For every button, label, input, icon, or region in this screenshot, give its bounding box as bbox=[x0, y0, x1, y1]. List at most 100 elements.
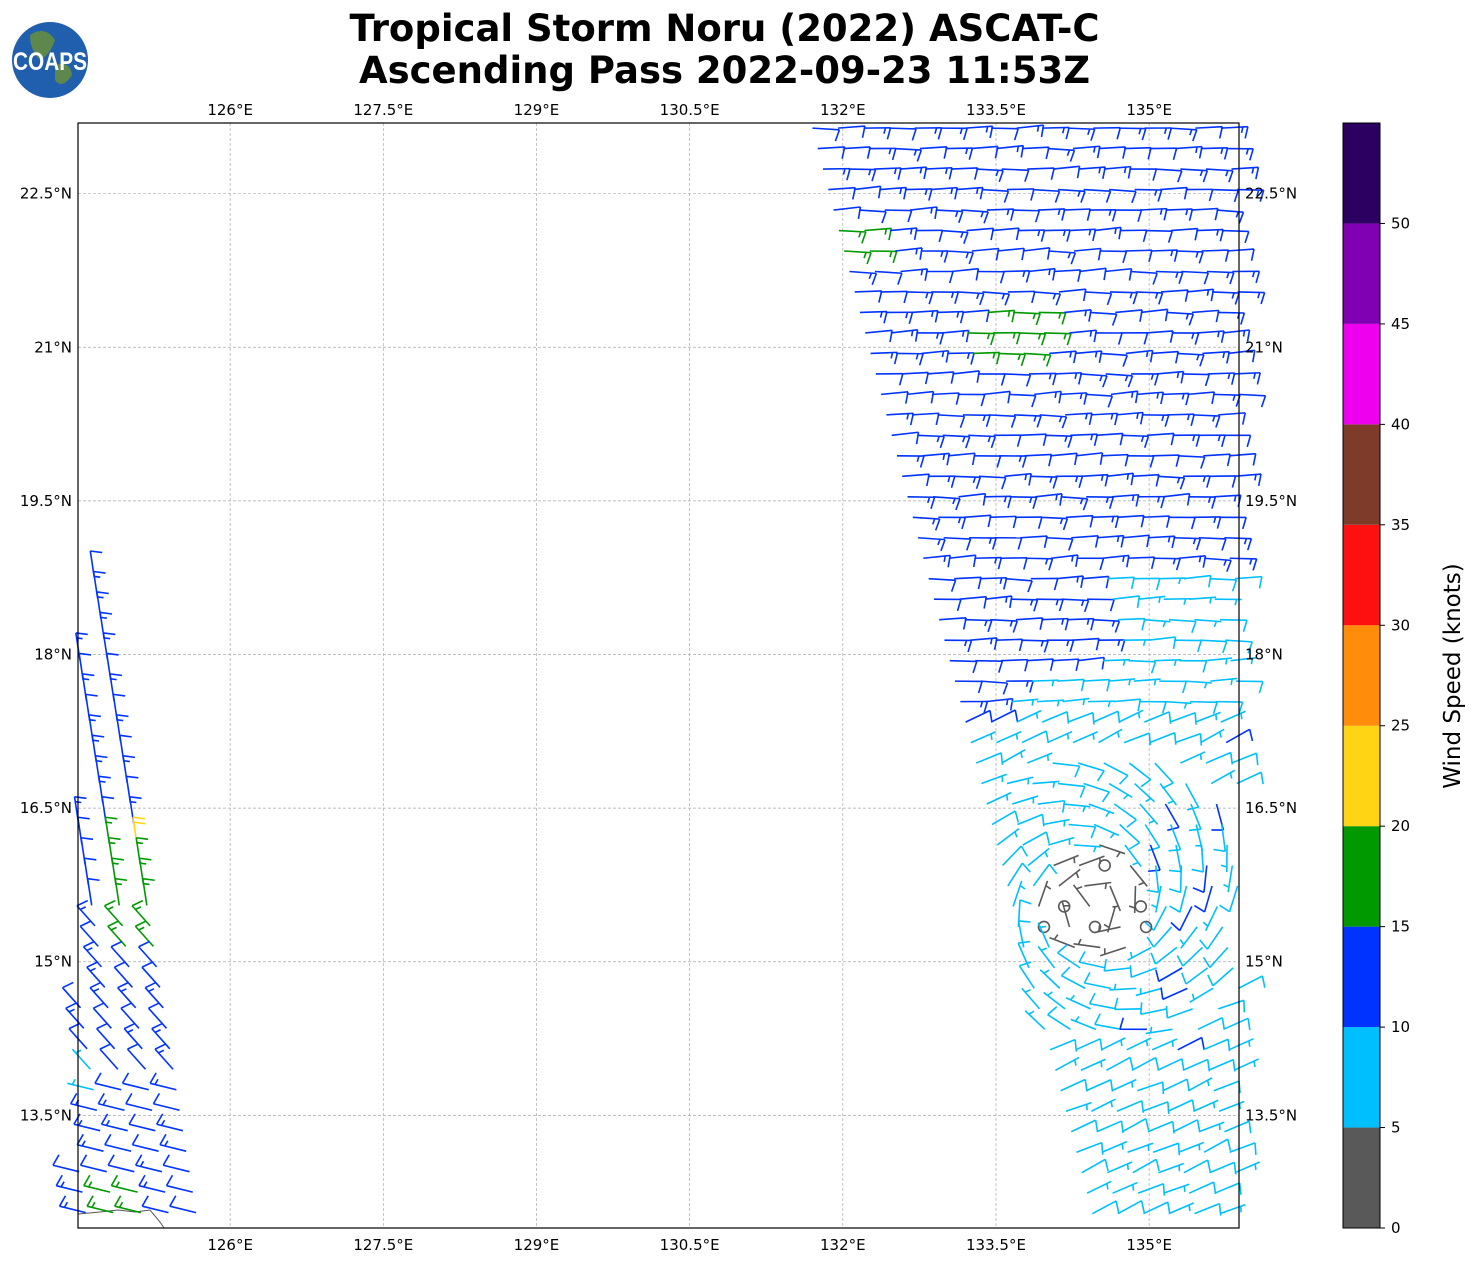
barb-tick bbox=[1001, 477, 1007, 490]
barb-staff bbox=[1130, 270, 1158, 275]
barb-tick bbox=[1069, 640, 1075, 652]
barb-staff bbox=[975, 659, 1003, 662]
barb-tick bbox=[154, 1043, 167, 1050]
barb-tick bbox=[1165, 1005, 1169, 1019]
wind-barb bbox=[1136, 1081, 1165, 1095]
barb-half-tick bbox=[1012, 332, 1016, 339]
barb-half-tick bbox=[1040, 925, 1047, 929]
barb-staff bbox=[1109, 885, 1122, 912]
barb-half-tick bbox=[1176, 371, 1180, 379]
wind-barb bbox=[99, 1043, 119, 1070]
barb-staff bbox=[1061, 598, 1089, 602]
wind-barb bbox=[1150, 946, 1178, 965]
barb-staff bbox=[101, 1123, 128, 1132]
barb-staff bbox=[1131, 473, 1159, 478]
wind-barb bbox=[1088, 209, 1117, 222]
barb-staff bbox=[1022, 247, 1050, 252]
wind-barb bbox=[868, 147, 897, 161]
wind-barb bbox=[1128, 885, 1137, 913]
barb-staff bbox=[1153, 659, 1182, 662]
barb-half-tick bbox=[1230, 678, 1234, 686]
barb-half-tick bbox=[990, 733, 993, 740]
wind-barb bbox=[1135, 987, 1163, 997]
barb-half-tick bbox=[81, 1140, 86, 1147]
barb-tick bbox=[1150, 556, 1156, 570]
barb-staff bbox=[968, 434, 996, 438]
wind-barb bbox=[1048, 250, 1077, 265]
barb-tick bbox=[1221, 538, 1227, 551]
wind-barb bbox=[1174, 732, 1203, 746]
barb-tick bbox=[962, 128, 968, 141]
barb-half-tick bbox=[1094, 351, 1098, 358]
wind-barb bbox=[928, 577, 957, 592]
barb-tick bbox=[1055, 293, 1062, 306]
barb-tick bbox=[1078, 475, 1084, 488]
wind-barb bbox=[1214, 598, 1242, 606]
barb-tick bbox=[100, 1113, 109, 1125]
barb-half-tick bbox=[965, 147, 969, 155]
barb-half-tick bbox=[1248, 1040, 1251, 1047]
barb-half-tick bbox=[1109, 832, 1115, 839]
barb-staff bbox=[117, 987, 137, 1009]
barb-tick bbox=[1029, 680, 1034, 693]
barb-tick bbox=[1250, 248, 1255, 261]
barb-half-tick bbox=[1145, 350, 1149, 358]
barb-staff bbox=[1202, 350, 1230, 355]
barb-tick bbox=[857, 206, 862, 219]
barb-half-tick bbox=[158, 1049, 165, 1054]
wind-barb bbox=[870, 351, 899, 365]
wind-barb bbox=[152, 1092, 180, 1112]
barb-staff bbox=[935, 209, 963, 213]
wind-barb bbox=[1219, 885, 1239, 913]
barb-half-tick bbox=[858, 231, 862, 238]
barb-staff bbox=[1192, 414, 1220, 417]
wind-barb bbox=[1000, 658, 1029, 672]
barb-tick bbox=[983, 211, 989, 224]
barb-staff bbox=[1024, 453, 1052, 457]
barb-staff bbox=[1043, 332, 1071, 335]
barb-half-tick bbox=[136, 841, 144, 845]
wind-barb bbox=[88, 714, 101, 742]
barb-staff bbox=[1145, 229, 1173, 232]
barb-staff bbox=[1011, 698, 1039, 703]
barb-half-tick bbox=[1090, 434, 1094, 441]
barb-tick bbox=[1248, 1121, 1252, 1134]
wind-barb bbox=[1131, 373, 1159, 386]
barb-tick bbox=[1226, 560, 1232, 572]
barb-tick bbox=[878, 290, 883, 303]
wind-barb bbox=[1075, 1038, 1103, 1051]
wind-barb bbox=[1213, 824, 1227, 853]
wind-barb bbox=[1041, 711, 1070, 724]
barb-tick bbox=[1168, 869, 1182, 873]
barb-staff bbox=[1083, 188, 1111, 192]
colorbar-segment bbox=[1343, 1027, 1380, 1128]
colorbar-tick-label: 15 bbox=[1391, 918, 1410, 936]
wind-barb bbox=[960, 700, 989, 714]
barb-half-tick bbox=[982, 414, 986, 422]
wind-barb bbox=[990, 618, 1018, 633]
barb-tick bbox=[1206, 1159, 1212, 1172]
barb-staff bbox=[1073, 844, 1101, 848]
barb-staff bbox=[1123, 732, 1150, 744]
barb-tick bbox=[96, 591, 109, 595]
barb-staff bbox=[1227, 865, 1234, 893]
barb-tick bbox=[898, 373, 904, 386]
barb-tick bbox=[1152, 168, 1158, 181]
wind-barb bbox=[1083, 188, 1112, 203]
wind-barb bbox=[1102, 658, 1130, 666]
barb-tick bbox=[1060, 966, 1071, 977]
colorbar-segment bbox=[1343, 323, 1380, 425]
wind-barb bbox=[970, 731, 996, 744]
barb-staff bbox=[1104, 267, 1132, 273]
wind-barb bbox=[1206, 270, 1235, 285]
barb-half-tick bbox=[925, 292, 929, 299]
barb-half-tick bbox=[1052, 293, 1057, 300]
barb-half-tick bbox=[1199, 753, 1203, 761]
wind-barb bbox=[959, 595, 988, 609]
wind-barb bbox=[1232, 270, 1261, 284]
barb-tick bbox=[999, 271, 1005, 284]
barb-half-tick bbox=[954, 210, 959, 218]
wind-barb bbox=[1065, 514, 1094, 528]
barb-tick bbox=[937, 127, 943, 140]
